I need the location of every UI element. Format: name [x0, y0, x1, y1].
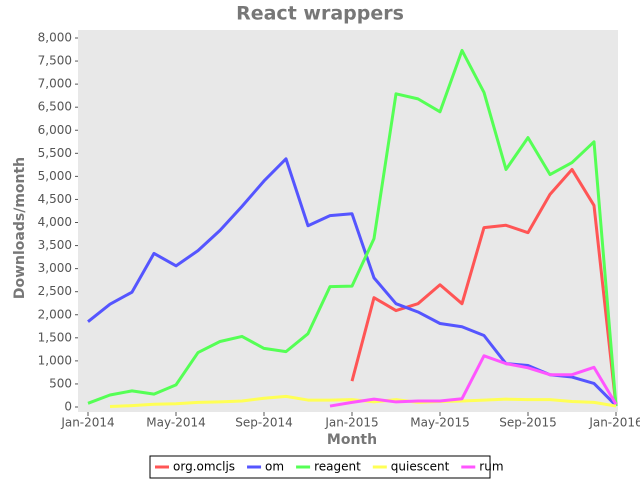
legend-box	[149, 455, 491, 479]
y-tick-label: 4,000	[38, 215, 72, 229]
y-tick-label: 2,000	[38, 307, 72, 321]
y-tick-label: 3,500	[38, 238, 72, 252]
y-tick-label: 5,000	[38, 169, 72, 183]
x-tick-label: Jan-2016	[588, 416, 640, 430]
y-tick-label: 2,500	[38, 284, 72, 298]
legend-label: reagent	[314, 460, 361, 474]
y-tick-label: 0	[64, 400, 72, 414]
x-tick-label: May-2014	[146, 416, 205, 430]
series-line	[87, 157, 618, 407]
x-tick-label: Sep-2014	[235, 416, 293, 430]
legend-label: om	[265, 460, 284, 474]
y-tick-label: 1,000	[38, 353, 72, 367]
series-line	[329, 354, 618, 408]
x-tick-label: Sep-2015	[499, 416, 557, 430]
series-line	[350, 167, 618, 407]
series-line	[87, 48, 618, 407]
y-axis-label: Downloads/month	[12, 157, 28, 299]
y-tick-label: 7,500	[38, 54, 72, 68]
y-tick-label: 6,500	[38, 100, 72, 114]
legend-label: quiescent	[391, 460, 450, 474]
x-tick-label: Jan-2015	[324, 416, 378, 430]
y-tick-label: 6,000	[38, 123, 72, 137]
chart-title: React wrappers	[236, 3, 404, 25]
y-tick-label: 8,000	[38, 31, 72, 45]
x-tick-label: Jan-2014	[60, 416, 114, 430]
legend-label: rum	[479, 460, 503, 474]
y-tick-label: 3,000	[38, 261, 72, 275]
plot-area	[78, 30, 618, 412]
y-tick-label: 5,500	[38, 146, 72, 160]
y-tick-label: 500	[49, 376, 72, 390]
legend-label: org.omcljs	[173, 460, 235, 474]
y-tick-label: 1,500	[38, 330, 72, 344]
y-tick-label: 4,500	[38, 192, 72, 206]
x-tick-label: May-2015	[410, 416, 469, 430]
x-axis-label: Month	[327, 432, 377, 448]
y-tick-label: 7,000	[38, 77, 72, 91]
